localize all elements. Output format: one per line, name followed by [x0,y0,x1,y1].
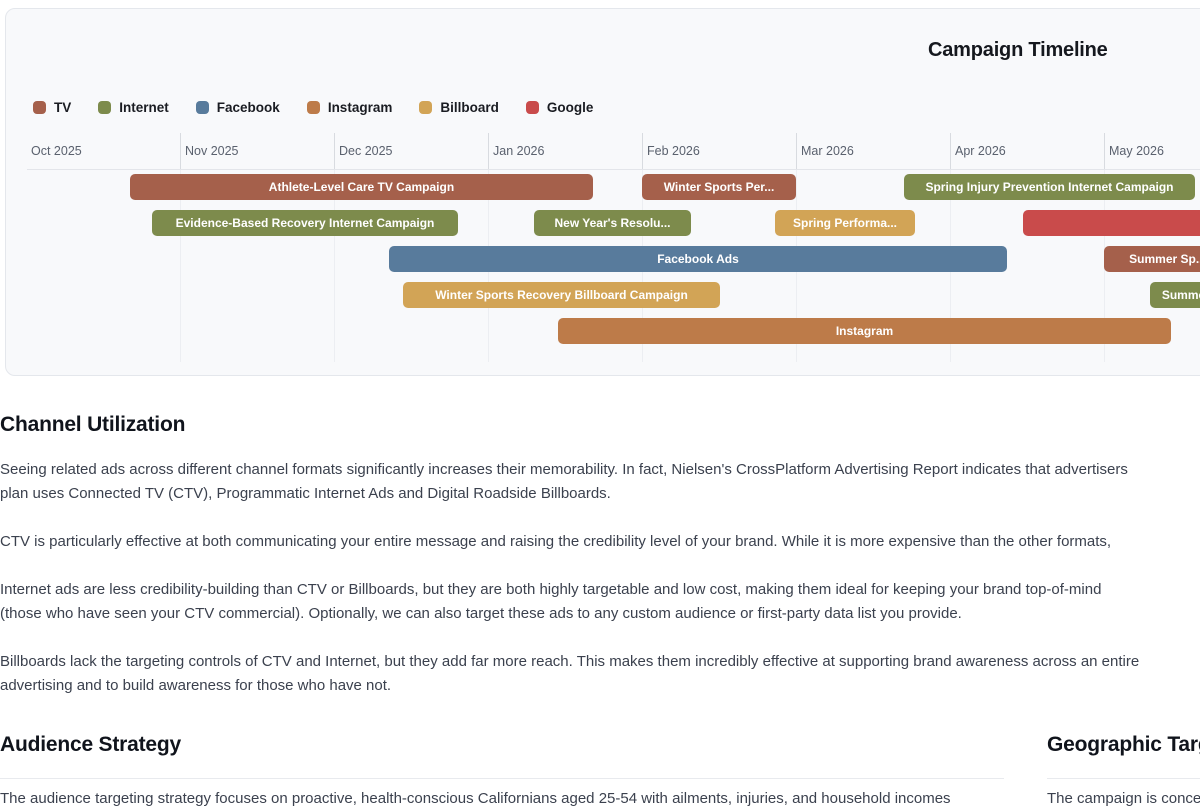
legend-label: TV [54,100,72,115]
axis-tick [950,133,951,169]
axis-tick [334,133,335,169]
paragraph-line: advertising and to build awareness for t… [0,677,392,694]
gantt-bar-internet[interactable]: Spring Injury Prevention Internet Campai… [904,174,1195,200]
gantt-bar-label: Athlete-Level Care TV Campaign [268,180,455,194]
paragraph-line: Billboards lack the targeting controls o… [0,653,1140,670]
campaign-timeline-card: Campaign Timeline TV Internet Facebook Inst… [5,8,1200,376]
gantt-bar-label: Summer Sp... [1129,252,1200,266]
month-label: Dec 2025 [339,144,393,158]
legend-swatch-icon [195,101,209,114]
legend-item-google: Google [525,100,594,115]
axis-tick [1104,133,1105,169]
paragraph: CTV is particularly effective at both co… [0,530,1200,554]
paragraph-line: Seeing related ads across different chan… [0,461,1128,478]
paragraph: Seeing related ads across different chan… [0,458,1200,506]
section-heading-geographic-targeting: Geographic Targeting [1047,733,1200,756]
audience-strategy-preview: The audience targeting strategy focuses … [0,790,951,807]
axis-tick [642,133,643,169]
chart-legend: TV Internet Facebook Instagram Billboard Goog… [33,100,593,115]
chart-title: Campaign Timeline [928,39,1108,61]
gantt-bar-label: Instagram [835,324,894,338]
paragraph: Internet ads are less credibility-buildi… [0,578,1200,626]
geographic-targeting-preview: The campaign is concentrated in key Cali… [1047,790,1200,807]
legend-label: Billboard [440,100,499,115]
legend-swatch-icon [306,101,320,114]
legend-item-facebook: Facebook [195,100,280,115]
month-label: Apr 2026 [955,144,1006,158]
section-heading-audience-strategy: Audience Strategy [0,733,181,756]
paragraph-line: (those who have seen your CTV commercial… [0,605,962,622]
section-divider [0,778,1004,779]
legend-swatch-icon [33,101,46,114]
month-label: Feb 2026 [647,144,700,158]
gantt-bar-label: Facebook Ads [657,252,739,266]
legend-label: Google [546,100,594,115]
paragraph-line: CTV is particularly effective at both co… [0,533,1112,550]
axis-tick [796,133,797,169]
paragraph-line: plan uses Connected TV (CTV), Programmat… [0,485,611,502]
legend-item-billboard: Billboard [419,100,499,115]
axis-tick [488,133,489,169]
month-label: Nov 2025 [185,144,239,158]
legend-label: Facebook [216,100,280,115]
legend-swatch-icon [98,101,112,114]
paragraph-line: Internet ads are less credibility-buildi… [0,581,1102,598]
legend-swatch-icon [525,101,539,114]
gantt-bar-label: Winter Sports Recovery Billboard Campaig… [435,288,688,302]
section-heading-channel-utilization: Channel Utilization [0,413,186,436]
legend-swatch-icon [419,101,433,114]
gantt-bar-internet[interactable]: Evidence-Based Recovery Internet Campaig… [152,210,458,236]
gantt-bar-internet[interactable]: Summer... [1150,282,1200,308]
gantt-bar-tv[interactable]: Athlete-Level Care TV Campaign [130,174,593,200]
axis-baseline [27,169,1200,170]
gantt-bar-google[interactable] [1023,210,1200,236]
gantt-bar-tv[interactable]: Summer Sp... [1104,246,1200,272]
month-label: Jan 2026 [493,144,545,158]
gantt-bar-instagram[interactable]: Instagram [558,318,1171,344]
legend-item-tv: TV [33,100,71,115]
legend-item-instagram: Instagram [306,100,393,115]
gantt-bar-billboard[interactable]: Winter Sports Recovery Billboard Campaig… [403,282,720,308]
gantt-bar-internet[interactable]: New Year's Resolu... [534,210,691,236]
gantt-bar-label: Spring Performa... [792,216,898,230]
legend-label: Internet [119,100,169,115]
month-label: May 2026 [1109,144,1164,158]
audience-strategy-section: Audience Strategy The audience targeting… [0,732,1004,811]
gantt-bar-label: Winter Sports Per... [663,180,775,194]
gridline [180,170,181,362]
axis-tick [180,133,181,169]
gantt-bar-label: Summer... [1161,288,1200,302]
legend-label: Instagram [327,100,393,115]
paragraph: Billboards lack the targeting controls o… [0,650,1200,698]
month-label: Mar 2026 [801,144,854,158]
gantt-bar-tv[interactable]: Winter Sports Per... [642,174,796,200]
channel-utilization-body: Seeing related ads across different chan… [0,458,1200,698]
gantt-bar-label: Evidence-Based Recovery Internet Campaig… [175,216,435,230]
geographic-targeting-section: Geographic Targeting The campaign is con… [1047,732,1200,811]
channel-utilization-section: Channel Utilization Seeing related ads a… [0,412,1200,722]
gantt-bar-label: New Year's Resolu... [554,216,671,230]
gridline [334,170,335,362]
gantt-bar-billboard[interactable]: Spring Performa... [775,210,915,236]
gantt-bar-label: Spring Injury Prevention Internet Campai… [925,180,1174,194]
gantt-bar-facebook[interactable]: Facebook Ads [389,246,1007,272]
section-divider [1047,778,1200,779]
legend-item-internet: Internet [98,100,169,115]
month-label: Oct 2025 [31,144,82,158]
